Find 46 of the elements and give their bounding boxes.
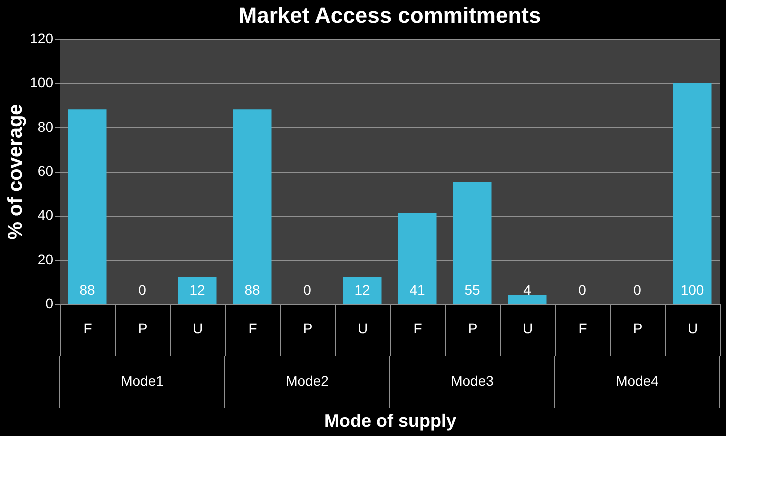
- bar: [453, 182, 492, 304]
- data-label: 0: [304, 282, 312, 298]
- y-tick-label: 40: [38, 207, 54, 224]
- data-label: 41: [410, 282, 426, 298]
- bar: [233, 110, 272, 304]
- bar: [343, 278, 382, 304]
- x-tick-label: P: [468, 320, 478, 336]
- data-label: 0: [578, 282, 587, 298]
- data-label: 0: [138, 282, 147, 298]
- x-tick-label: F: [248, 320, 258, 336]
- data-label: 100: [680, 282, 704, 298]
- x-tick-label: P: [633, 320, 643, 336]
- x-tick-label: U: [688, 320, 698, 336]
- text: Mode2: [286, 373, 330, 389]
- data-label: 88: [244, 282, 260, 298]
- y-tick-label: 100: [30, 74, 54, 91]
- x-tick-label: F: [414, 320, 422, 336]
- x-tick-label: F: [84, 320, 92, 336]
- text: Mode3: [451, 373, 494, 389]
- x-tick-label: U: [192, 320, 204, 336]
- bar: [178, 278, 217, 304]
- y-tick-label: 20: [38, 251, 54, 268]
- data-label: 88: [80, 282, 96, 298]
- text: Mode4: [616, 373, 660, 389]
- data-label: 4: [524, 282, 532, 298]
- bar: [398, 213, 437, 304]
- x-tick-label: U: [522, 320, 534, 336]
- x-tick-label: P: [303, 320, 313, 336]
- bar: [508, 295, 547, 304]
- data-label: 12: [354, 282, 370, 298]
- y-tick-label: 60: [38, 163, 54, 179]
- bar: [673, 83, 712, 304]
- data-label: 55: [464, 282, 480, 298]
- bar: [68, 110, 107, 304]
- y-axis-title: % of coverage: [5, 104, 28, 240]
- x-tick-label: P: [138, 320, 148, 336]
- x-tick-label: F: [578, 320, 588, 336]
- y-tick-label: 0: [46, 296, 54, 312]
- chart-title: Market Access commitments: [238, 3, 542, 28]
- data-label: 12: [190, 282, 206, 298]
- x-axis-title: Mode of supply: [324, 411, 456, 431]
- data-label: 0: [634, 282, 642, 298]
- x-tick-label: U: [358, 320, 368, 336]
- y-tick-label: 80: [38, 118, 54, 135]
- y-tick-label: 120: [30, 30, 54, 46]
- text: Mode1: [121, 373, 164, 389]
